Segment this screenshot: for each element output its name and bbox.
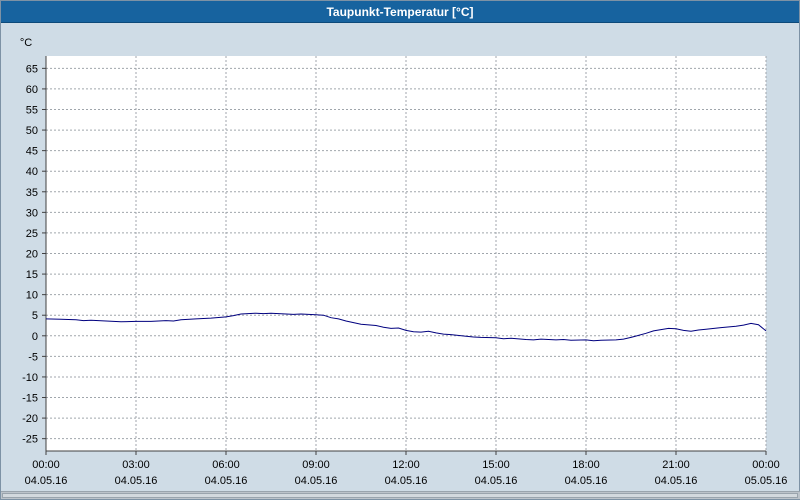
axis-tick-label: -10	[22, 372, 38, 384]
axis-tick-label: 0	[32, 331, 38, 343]
axis-tick-label: 12:00	[392, 459, 420, 471]
axis-tick-label: 65	[26, 63, 38, 75]
axis-labels: °C65605550454035302520151050-5-10-15-20-…	[20, 37, 788, 487]
axis-tick-label: 45	[26, 146, 38, 158]
axis-tick-label: 06:00	[212, 459, 240, 471]
temperature-line	[45, 312, 767, 342]
horizontal-scrollbar[interactable]	[1, 491, 800, 499]
axis-tick-label: 50	[26, 125, 38, 137]
x-date-label: 04.05.16	[205, 475, 248, 487]
axis-tick-label: -15	[22, 393, 38, 405]
axis-tick-label: 09:00	[302, 459, 330, 471]
x-date-label: 04.05.16	[385, 475, 428, 487]
axis-tick-label: 00:00	[32, 459, 60, 471]
axis-tick-label: -25	[22, 434, 38, 446]
axis-tick-label: 30	[26, 207, 38, 219]
x-date-label: 04.05.16	[565, 475, 608, 487]
x-date-label: 04.05.16	[475, 475, 518, 487]
axis-tick-label: 55	[26, 104, 38, 116]
axis-tick-label: -20	[22, 413, 38, 425]
chart-svg: °C65605550454035302520151050-5-10-15-20-…	[20, 37, 788, 487]
x-date-label: 04.05.16	[295, 475, 338, 487]
gridlines	[46, 56, 767, 451]
x-date-label: 04.05.16	[25, 475, 68, 487]
axis-tick-label: 60	[26, 84, 38, 96]
axis-tick-label: 40	[26, 166, 38, 178]
axis-tick-label: 25	[26, 228, 38, 240]
axis-tick-label: 00:00	[752, 459, 780, 471]
axis-tick-label: 03:00	[122, 459, 150, 471]
chart: °C 65 60 55 50 45 40 35 30 25 20 15 10 5 0 -5 -10 -15 -20-…	[1, 23, 800, 493]
axes	[42, 56, 767, 455]
window-title: Taupunkt-Temperatur [°C]	[326, 4, 474, 19]
window-titlebar: Taupunkt-Temperatur [°C]	[1, 1, 799, 23]
axis-tick-label: 10	[26, 290, 38, 302]
axis-tick-label: 35	[26, 187, 38, 199]
axis-tick-label: 18:00	[572, 459, 600, 471]
axis-tick-label: 5	[32, 310, 38, 322]
axis-tick-label: 15	[26, 269, 38, 281]
x-date-label: 05.05.16	[745, 475, 788, 487]
x-date-label: 04.05.16	[655, 475, 698, 487]
horizontal-scrollbar-thumb[interactable]	[2, 493, 798, 498]
x-date-label: 04.05.16	[115, 475, 158, 487]
y-axis-unit-label: °C	[20, 37, 32, 49]
axis-tick-label: 21:00	[662, 459, 690, 471]
axis-tick-label: 15:00	[482, 459, 510, 471]
axis-tick-label: 20	[26, 249, 38, 261]
axis-tick-label: -5	[28, 351, 38, 363]
